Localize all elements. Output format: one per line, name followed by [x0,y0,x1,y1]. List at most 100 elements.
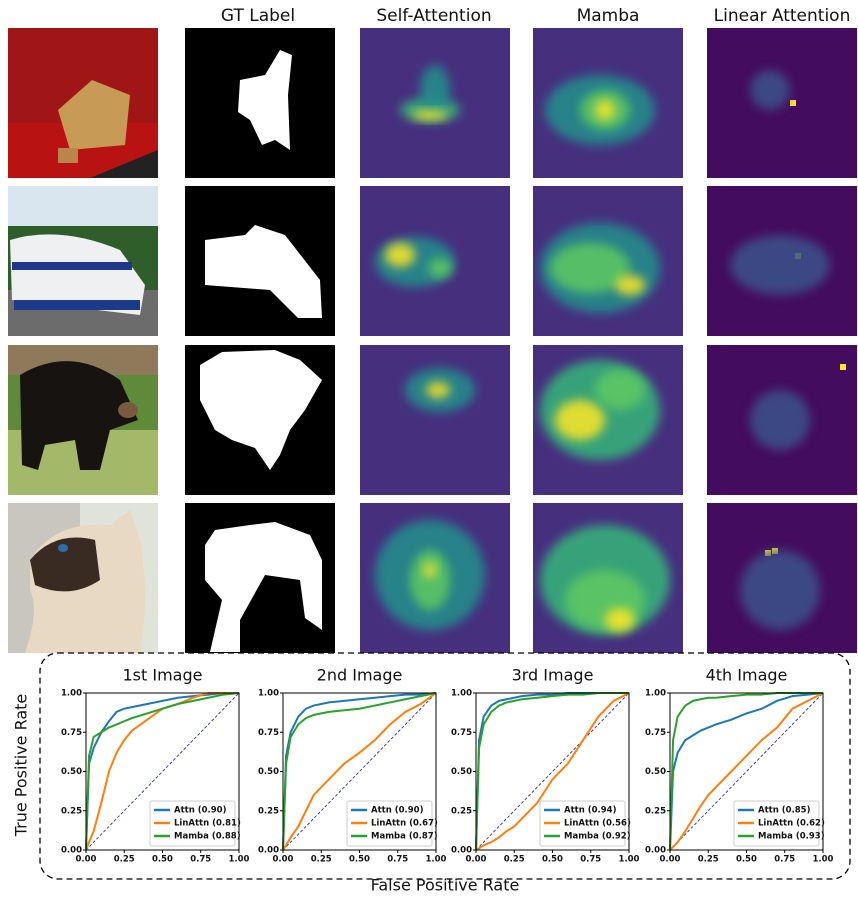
attention-blob [750,390,810,450]
attention-map [360,503,510,653]
attention-map [533,503,683,653]
y-tick-label: 0.00 [451,846,472,856]
legend-label: Attn (0.94) [564,806,617,816]
x-axis-label: False Positive Rate [371,876,520,895]
attention-map [360,28,510,178]
photo [8,345,158,495]
legend-label: LinAttn (0.81) [174,819,241,829]
x-tick-label: 0.00 [466,855,487,865]
y-tick-label: 0.75 [258,728,279,738]
column-header: GT Label [221,6,295,26]
attention-blob [428,258,452,278]
attention-blob [420,65,450,115]
x-tick-label: 0.00 [273,855,294,865]
y-axis-label: True Positive Rate [12,694,31,838]
y-tick-label: 0.25 [451,806,472,816]
column-header: Mamba [577,6,640,26]
x-tick-label: 1.00 [426,855,447,865]
x-tick-label: 0.00 [76,855,97,865]
attention-map-body [360,28,510,178]
attention-blob [555,400,605,440]
legend-label: Attn (0.85) [758,806,811,816]
attention-blob [840,364,846,370]
x-tick-label: 0.75 [580,855,601,865]
attention-map [707,186,857,336]
x-tick-label: 0.00 [660,855,681,865]
attention-map-body [707,28,857,178]
y-tick-label: 0.25 [258,806,279,816]
y-tick-label: 0.00 [61,846,82,856]
y-tick-label: 0.50 [645,767,666,777]
photo [8,503,158,653]
x-tick-label: 0.75 [387,855,408,865]
figure: GT Label Self-Attention Mamba Linear Att… [0,0,858,896]
y-tick-label: 1.00 [645,689,666,699]
x-tick-label: 0.75 [774,855,795,865]
x-tick-label: 0.25 [698,855,719,865]
legend-label: Mamba (0.87) [371,832,438,842]
x-tick-label: 0.50 [152,855,173,865]
attention-map [707,28,857,178]
column-header: Self-Attention [376,6,491,26]
attention-background [360,345,510,495]
attention-map [533,28,683,178]
attention-blob [595,100,615,120]
attention-blob [750,70,790,110]
attention-map [360,345,510,495]
legend-label: LinAttn (0.56) [564,819,631,829]
attention-map-body [360,503,510,653]
x-tick-label: 0.50 [736,855,757,865]
attention-map-body [360,186,510,336]
x-tick-label: 1.00 [229,855,250,865]
x-tick-label: 0.75 [190,855,211,865]
attention-blob [385,243,415,267]
x-tick-label: 0.25 [504,855,525,865]
attention-map-body [533,28,683,178]
attention-map-body [360,345,510,495]
attention-blob [730,235,830,295]
attention-blob [605,608,635,632]
y-tick-label: 1.00 [61,689,82,699]
attention-map-body [533,186,683,336]
y-tick-label: 1.00 [451,689,472,699]
attention-blob [412,110,448,120]
attention-blob [595,370,645,410]
y-tick-label: 0.75 [451,728,472,738]
photo [8,186,158,336]
chart-title: 2nd Image [317,666,403,685]
attention-map [707,503,857,653]
attention-map-body [707,186,857,336]
attention-map [707,345,857,495]
legend-label: Mamba (0.88) [174,832,241,842]
y-tick-label: 0.50 [258,767,279,777]
attention-blob [424,562,436,578]
attention-blob [426,382,450,398]
y-tick-label: 1.00 [258,689,279,699]
photo [8,28,158,178]
x-tick-label: 0.50 [542,855,563,865]
y-tick-label: 0.00 [258,846,279,856]
y-tick-label: 0.25 [645,806,666,816]
x-tick-label: 0.25 [114,855,135,865]
y-tick-label: 0.25 [61,806,82,816]
attention-map-body [533,345,683,495]
attention-blob [615,275,645,295]
y-tick-label: 0.75 [61,728,82,738]
attention-map-body [533,503,683,653]
legend-label: Mamba (0.92) [564,832,631,842]
legend-label: Attn (0.90) [174,806,227,816]
y-tick-label: 0.75 [645,728,666,738]
chart-title: 4th Image [706,666,788,685]
attention-map [533,345,683,495]
chart-title: 1st Image [123,666,203,685]
attention-map-body [707,345,857,495]
x-tick-label: 1.00 [619,855,640,865]
legend-label: LinAttn (0.62) [758,819,825,829]
legend-label: LinAttn (0.67) [371,819,438,829]
attention-blob [790,100,796,106]
attention-map-body [707,503,857,653]
column-header: Linear Attention [714,6,851,26]
x-tick-label: 0.50 [349,855,370,865]
attention-map [360,186,510,336]
y-tick-label: 0.00 [645,846,666,856]
